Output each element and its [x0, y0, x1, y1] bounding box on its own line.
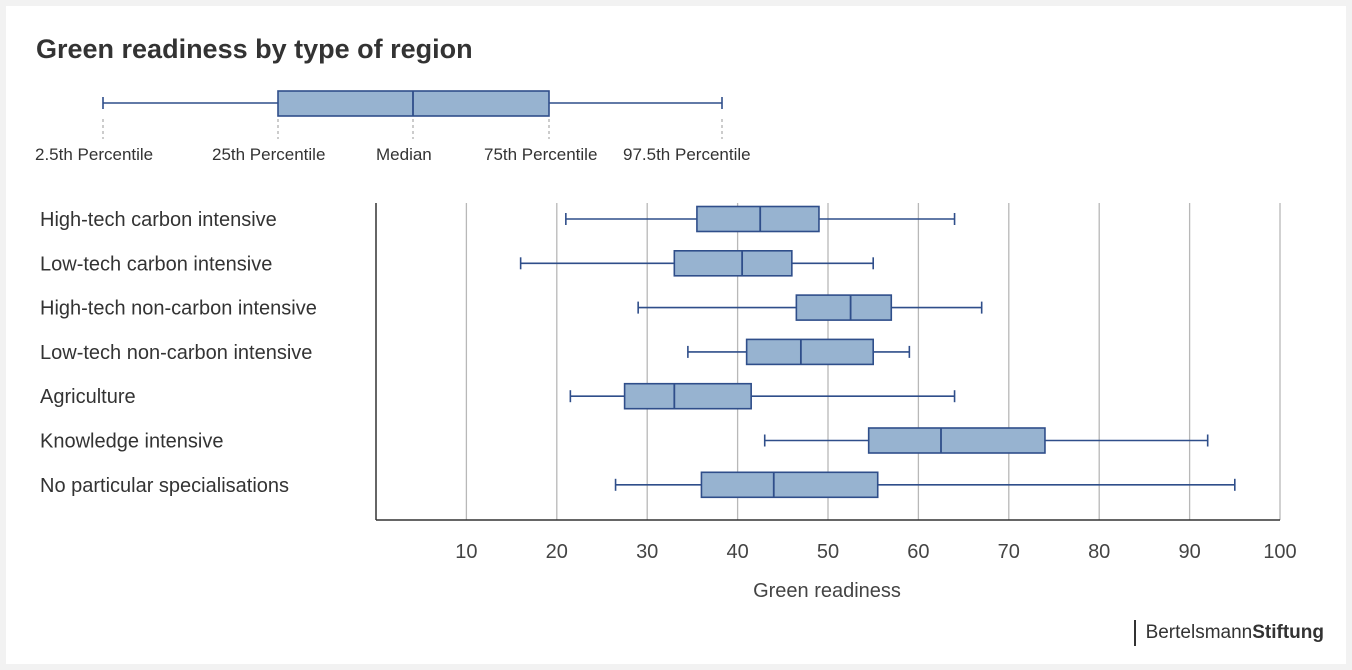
category-label-3: High-tech non-carbon intensive [40, 298, 317, 320]
x-tick-label-40: 40 [726, 541, 748, 563]
legend-label-p75: 75th Percentile [484, 145, 597, 164]
iqr-box [673, 250, 793, 277]
x-tick-label-80: 80 [1088, 541, 1110, 563]
boxplot-chart: 2.5th Percentile 25th Percentile Median … [35, 90, 1297, 602]
x-tick-label-20: 20 [546, 541, 568, 563]
legend: 2.5th Percentile 25th Percentile Median … [35, 90, 751, 164]
axes [375, 203, 1280, 521]
box-5 [569, 382, 956, 410]
box-7 [614, 471, 1236, 499]
legend-label-median: Median [376, 145, 432, 164]
iqr-box [696, 205, 820, 233]
x-tick-label-100: 100 [1263, 541, 1296, 563]
chart-title: Green readiness by type of region [36, 34, 473, 64]
iqr-box [700, 471, 879, 499]
box-4 [687, 338, 911, 366]
category-label-5: Agriculture [40, 386, 136, 408]
category-label-4: Low-tech non-carbon intensive [40, 342, 312, 364]
x-tick-label-30: 30 [636, 541, 658, 563]
iqr-box [623, 382, 752, 410]
legend-label-p25: 25th Percentile [212, 145, 325, 164]
x-tick-label-10: 10 [455, 541, 477, 563]
x-tick-label-90: 90 [1178, 541, 1200, 563]
box-2 [519, 250, 875, 277]
x-tick-label-70: 70 [998, 541, 1020, 563]
category-label-7: No particular specialisations [40, 475, 289, 497]
x-tick-label-60: 60 [907, 541, 929, 563]
brand-logo: BertelsmannStiftung [1133, 620, 1324, 646]
category-label-6: Knowledge intensive [40, 431, 223, 453]
x-tick-label-50: 50 [817, 541, 839, 563]
chart-card: Green readiness by type of region 2.5th … [6, 6, 1346, 664]
category-label-1: High-tech carbon intensive [40, 209, 277, 231]
gridlines [465, 203, 1281, 520]
iqr-box [745, 338, 875, 366]
category-labels: High-tech carbon intensive Low-tech carbo… [40, 209, 317, 497]
legend-label-p2_5: 2.5th Percentile [35, 145, 153, 164]
box-6 [763, 427, 1209, 454]
brand-text-2: Stiftung [1252, 622, 1324, 643]
legend-label-p97_5: 97.5th Percentile [623, 145, 751, 164]
box-3 [637, 294, 983, 321]
iqr-box [867, 427, 1046, 454]
iqr-box [795, 294, 893, 321]
box-1 [565, 205, 956, 233]
brand-text-1: Bertelsmann [1145, 622, 1253, 643]
boxes [519, 205, 1236, 499]
x-axis-title: Green readiness [753, 580, 901, 602]
category-label-2: Low-tech carbon intensive [40, 253, 272, 275]
x-tick-labels: 10 20 30 40 50 60 70 80 90 100 [455, 541, 1296, 563]
